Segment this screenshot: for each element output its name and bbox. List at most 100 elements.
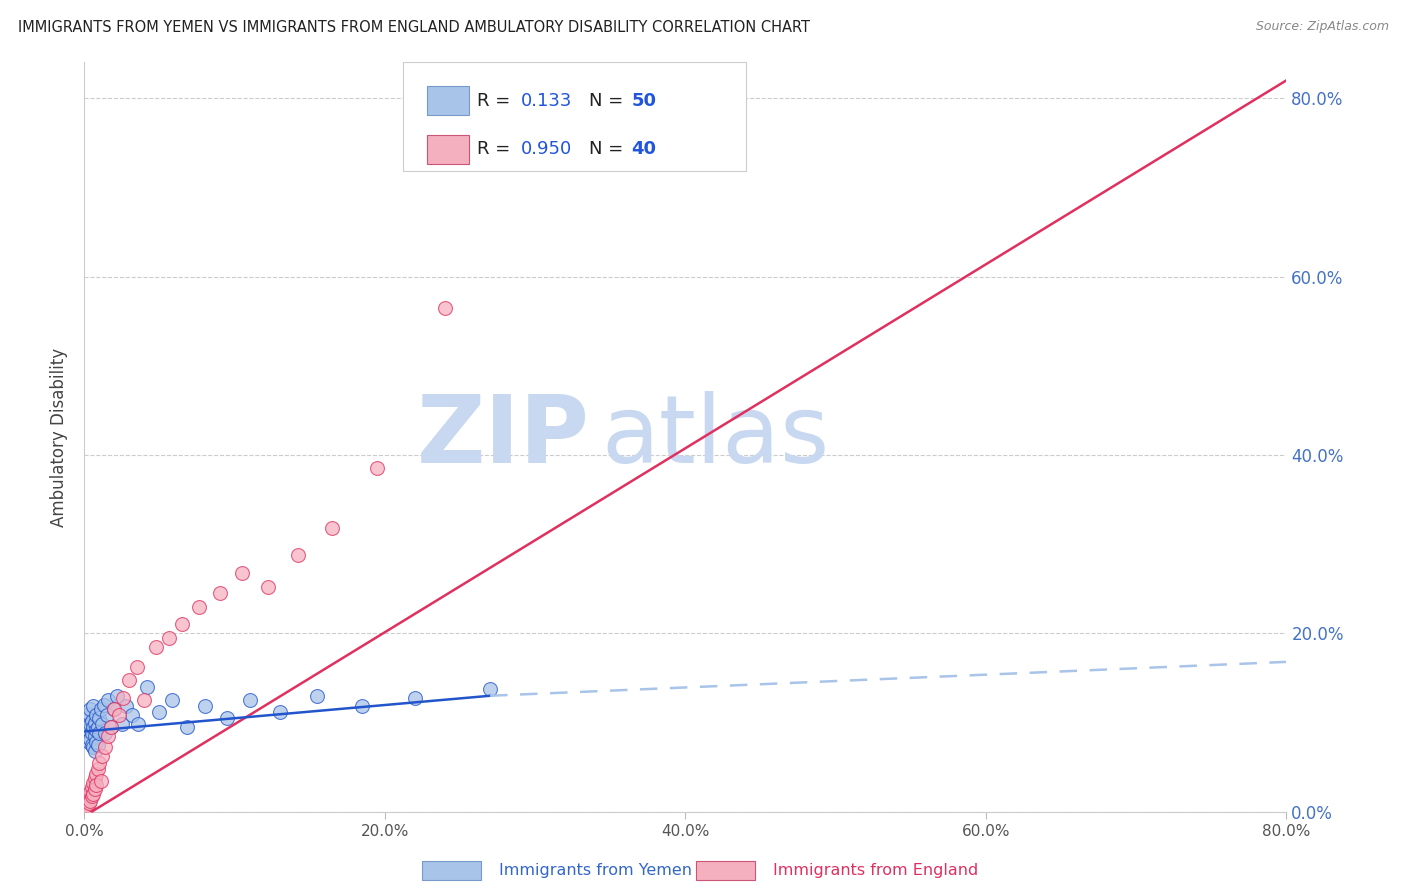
Point	[157, 631, 180, 645]
FancyBboxPatch shape	[404, 62, 745, 171]
Point	[87, 720, 110, 734]
Point	[77, 723, 100, 737]
Point	[86, 778, 108, 792]
Point	[100, 720, 122, 734]
Point	[112, 690, 135, 705]
Point	[194, 699, 217, 714]
Point	[93, 698, 115, 712]
Text: N =: N =	[589, 92, 623, 110]
Point	[90, 702, 112, 716]
Point	[83, 715, 105, 730]
Point	[115, 699, 138, 714]
Text: ZIP: ZIP	[416, 391, 589, 483]
Point	[352, 699, 374, 714]
Point	[91, 717, 114, 731]
Point	[100, 720, 122, 734]
Point	[80, 714, 103, 728]
Point	[187, 599, 209, 614]
Text: 50: 50	[631, 92, 657, 110]
Point	[366, 461, 388, 475]
Point	[287, 548, 309, 562]
Text: Immigrants from Yemen: Immigrants from Yemen	[499, 863, 692, 878]
Point	[125, 660, 148, 674]
Point	[80, 738, 103, 752]
Point	[97, 693, 120, 707]
Point	[404, 690, 426, 705]
Point	[86, 708, 108, 723]
Point	[77, 796, 100, 810]
Point	[108, 708, 131, 723]
Point	[127, 717, 149, 731]
Point	[91, 749, 114, 764]
Point	[77, 735, 100, 749]
FancyBboxPatch shape	[427, 87, 470, 115]
Point	[76, 800, 98, 814]
Point	[83, 771, 105, 785]
Text: 40: 40	[631, 140, 657, 159]
Point	[118, 673, 141, 687]
Point	[96, 708, 118, 723]
Point	[77, 789, 100, 803]
Point	[76, 729, 98, 743]
Point	[83, 782, 105, 797]
Point	[83, 744, 105, 758]
Text: N =: N =	[589, 140, 623, 159]
Point	[103, 702, 125, 716]
Point	[103, 702, 125, 716]
Point	[80, 726, 103, 740]
Point	[231, 566, 253, 580]
Point	[134, 693, 156, 707]
Text: R =: R =	[478, 140, 510, 159]
Point	[176, 720, 198, 734]
Point	[79, 794, 101, 808]
Point	[86, 735, 108, 749]
Point	[111, 717, 134, 731]
Point	[321, 521, 343, 535]
Point	[79, 785, 101, 799]
Point	[77, 706, 100, 721]
Point	[170, 617, 193, 632]
Point	[97, 729, 120, 743]
Point	[89, 711, 111, 725]
Point	[83, 729, 105, 743]
Point	[82, 740, 104, 755]
Point	[509, 146, 531, 161]
Point	[86, 723, 108, 737]
Point	[434, 301, 457, 315]
Point	[121, 708, 143, 723]
Point	[94, 740, 117, 755]
Point	[79, 731, 101, 746]
Point	[89, 726, 111, 740]
Point	[239, 693, 262, 707]
Point	[82, 720, 104, 734]
Point	[208, 586, 231, 600]
Point	[75, 720, 97, 734]
FancyBboxPatch shape	[427, 135, 470, 163]
Point	[76, 791, 98, 805]
Point	[256, 580, 278, 594]
Point	[269, 705, 291, 719]
Point	[160, 693, 183, 707]
Text: R =: R =	[478, 92, 510, 110]
Point	[136, 680, 159, 694]
Text: atlas: atlas	[602, 391, 830, 483]
Point	[80, 780, 103, 794]
Point	[87, 738, 110, 752]
Point	[82, 787, 104, 801]
Point	[145, 640, 167, 654]
Point	[107, 689, 129, 703]
Point	[80, 789, 103, 803]
Point	[86, 767, 108, 781]
Text: IMMIGRANTS FROM YEMEN VS IMMIGRANTS FROM ENGLAND AMBULATORY DISABILITY CORRELATI: IMMIGRANTS FROM YEMEN VS IMMIGRANTS FROM…	[18, 20, 810, 35]
Point	[79, 702, 101, 716]
Point	[90, 773, 112, 788]
Text: Immigrants from England: Immigrants from England	[773, 863, 979, 878]
Point	[87, 762, 110, 776]
Y-axis label: Ambulatory Disability: Ambulatory Disability	[51, 348, 69, 526]
Point	[148, 705, 170, 719]
Point	[94, 726, 117, 740]
Text: Source: ZipAtlas.com: Source: ZipAtlas.com	[1256, 20, 1389, 33]
Point	[76, 711, 98, 725]
Point	[89, 756, 111, 770]
Point	[217, 711, 239, 725]
